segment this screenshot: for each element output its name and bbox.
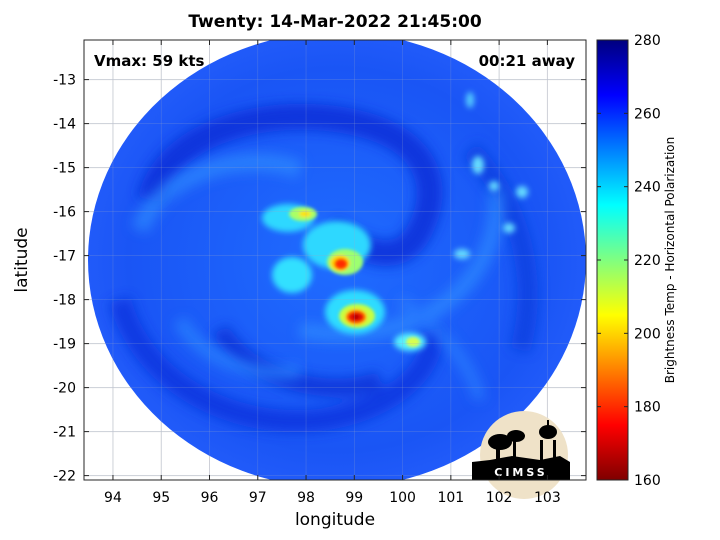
y-tick-label: -19 (53, 337, 76, 353)
y-tick-label: -22 (53, 469, 76, 485)
x-tick-label: 96 (201, 490, 219, 506)
x-tick-label: 99 (345, 490, 363, 506)
colorbar-tick-label: 220 (634, 253, 661, 269)
y-tick-label: -21 (53, 425, 76, 441)
y-tick-label: -14 (53, 117, 76, 133)
y-tick-label: -20 (53, 381, 76, 397)
x-tick-label: 95 (152, 490, 170, 506)
colorbar (596, 39, 629, 481)
colorbar-tick-label: 160 (634, 473, 661, 489)
dark-bands (109, 103, 538, 433)
y-tick-label: -17 (53, 249, 76, 265)
cimss-logo-text: CIMSS (494, 466, 547, 479)
vmax-label: Vmax: 59 kts (94, 52, 205, 70)
colorbar-tick-label: 280 (634, 33, 661, 49)
axes-frame (83, 39, 587, 481)
x-tick-label: 103 (534, 490, 561, 506)
time-away-label: 00:21 away (478, 52, 575, 70)
x-tick-label: 100 (389, 490, 416, 506)
x-tick-label: 102 (486, 490, 513, 506)
colorbar-label: Brightness Temp - Horizontal Polarizatio… (663, 136, 677, 384)
x-axis-label: longitude (294, 510, 376, 530)
y-tick-label: -16 (53, 205, 76, 221)
y-axis-ticks: -13 -14 -15 -16 -17 -18 -19 -20 -21 -22 (53, 73, 586, 485)
colorbar-tick-label: 240 (634, 180, 661, 196)
colorbar-tick-label: 260 (634, 106, 661, 122)
x-axis-ticks: 94 95 96 97 98 99 100 101 102 103 (104, 40, 561, 506)
cimss-logo: CIMSS (472, 411, 570, 499)
colorbar-tick-label: 200 (634, 326, 661, 342)
y-tick-label: -13 (53, 73, 76, 89)
x-tick-label: 94 (104, 490, 122, 506)
y-tick-label: -15 (53, 161, 76, 177)
deep-convection (335, 259, 364, 322)
x-tick-label: 98 (297, 490, 315, 506)
colorbar-ticks: 280 260 240 220 200 180 160 (597, 33, 661, 489)
x-tick-label: 97 (249, 490, 267, 506)
x-tick-label: 101 (437, 490, 464, 506)
colorbar-tick-label: 180 (634, 400, 661, 416)
plot-title: Twenty: 14-Mar-2022 21:45:00 (188, 12, 482, 32)
y-tick-label: -18 (53, 293, 76, 309)
y-axis-label: latitude (12, 227, 32, 293)
microwave-swath (88, 40, 586, 480)
